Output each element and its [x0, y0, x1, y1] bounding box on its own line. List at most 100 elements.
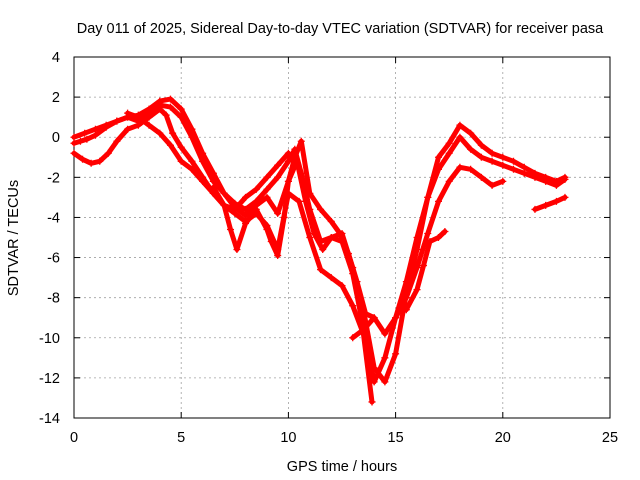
data-point [263, 193, 271, 201]
data-point [510, 157, 518, 165]
data-point [319, 246, 327, 254]
data-point [477, 173, 485, 181]
data-point [434, 153, 442, 161]
series-sat-h [531, 193, 569, 213]
data-point [242, 211, 250, 219]
data-point [166, 95, 174, 103]
data-point [91, 131, 99, 139]
data-point [220, 189, 228, 197]
data-point [70, 133, 78, 141]
data-point [87, 159, 95, 167]
data-point [177, 105, 185, 113]
data-point [297, 137, 305, 145]
data-point [477, 141, 485, 149]
data-point [445, 149, 453, 157]
y-tick-label: -12 [39, 371, 60, 387]
data-point [392, 350, 400, 358]
data-point [177, 143, 185, 151]
data-point [274, 252, 282, 260]
data-point [445, 139, 453, 147]
data-point [280, 213, 288, 221]
data-point [381, 354, 389, 362]
data-point [336, 229, 344, 237]
data-point [166, 103, 174, 111]
data-point [520, 169, 528, 177]
data-point [233, 246, 241, 254]
data-point [113, 137, 121, 145]
series-line [71, 106, 375, 405]
data-point [441, 227, 449, 235]
data-point [499, 161, 507, 169]
y-tick-label: -2 [47, 170, 60, 186]
series-line [403, 229, 448, 313]
data-point [434, 234, 442, 241]
data-point [199, 157, 207, 165]
data-point [169, 129, 177, 137]
data-point [317, 205, 325, 213]
data-point [426, 238, 434, 246]
data-point [291, 153, 299, 161]
data-point [83, 135, 91, 143]
data-point [209, 189, 217, 197]
series-sat-e [124, 109, 292, 213]
data-point [156, 129, 164, 137]
data-point [124, 109, 132, 117]
data-point [434, 165, 442, 173]
series-line [71, 96, 568, 385]
data-point [349, 302, 357, 310]
data-point [145, 121, 153, 129]
data-point [274, 161, 282, 169]
data-point [488, 181, 496, 189]
data-point [413, 234, 421, 241]
data-point [561, 193, 569, 201]
y-axis-label: SDTVAR / TECUs [6, 180, 22, 296]
data-point [113, 117, 121, 125]
y-tick-label: -6 [47, 251, 60, 267]
data-point [402, 294, 410, 302]
data-point [263, 225, 271, 233]
data-point [381, 378, 389, 386]
data-point [104, 149, 112, 157]
data-point [327, 217, 335, 225]
data-point [188, 165, 196, 173]
data-point [81, 129, 89, 137]
data-point [370, 314, 378, 322]
y-tick-label: -4 [47, 210, 60, 226]
data-point [349, 334, 357, 342]
data-point [499, 177, 507, 185]
x-tick-label: 15 [388, 430, 404, 446]
data-point [434, 197, 442, 205]
data-point [419, 262, 427, 270]
data-point [402, 278, 410, 286]
data-point [156, 105, 164, 113]
series-sat-c [70, 105, 376, 406]
data-point [424, 193, 432, 201]
data-point [284, 149, 292, 157]
data-point [488, 149, 496, 157]
grid-lines [74, 57, 610, 418]
y-tick-label: -10 [39, 331, 60, 347]
data-point [338, 282, 346, 290]
data-point [96, 157, 104, 165]
data-point [520, 163, 528, 171]
data-point [477, 153, 485, 161]
data-point [220, 201, 228, 209]
data-point [145, 113, 153, 121]
data-point [242, 219, 250, 227]
data-point [317, 266, 325, 274]
data-point [542, 177, 550, 185]
data-point [70, 139, 78, 147]
data-point [124, 125, 132, 133]
data-point [302, 197, 310, 205]
data-point [467, 129, 475, 137]
data-point [327, 234, 335, 241]
data-point [91, 125, 99, 133]
data-point [70, 149, 78, 157]
data-point [413, 286, 421, 294]
data-point [274, 173, 282, 181]
data-point [263, 173, 271, 181]
data-point [445, 177, 453, 185]
series-line [71, 102, 568, 385]
